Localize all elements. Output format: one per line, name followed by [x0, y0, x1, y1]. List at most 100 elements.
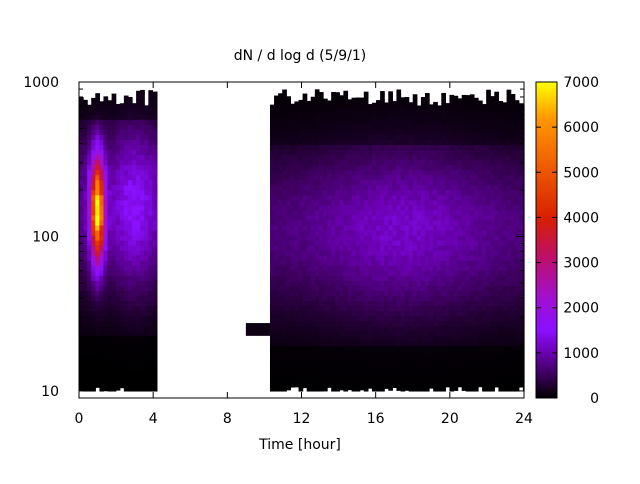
- heat-cell: [355, 315, 361, 322]
- heat-cell: [290, 365, 296, 372]
- heat-cell: [445, 310, 451, 317]
- heat-cell: [469, 330, 475, 337]
- heat-cell: [380, 94, 385, 100]
- heat-cell: [156, 204, 158, 211]
- heat-cell: [111, 280, 117, 286]
- heat-cell: [314, 315, 320, 322]
- heat-cell: [486, 320, 491, 327]
- heat-cell: [156, 275, 158, 281]
- heat-cell: [87, 265, 92, 271]
- heat-cell: [465, 159, 471, 166]
- heat-cell: [416, 280, 422, 286]
- heat-cell: [469, 144, 475, 151]
- heat-cell: [404, 310, 410, 317]
- heat-cell: [339, 134, 345, 140]
- heat-cell: [79, 275, 84, 281]
- heat-cell: [388, 290, 393, 296]
- heat-cell: [392, 219, 398, 226]
- heat-cell: [371, 335, 377, 342]
- heat-cell: [103, 360, 109, 367]
- heat-cell: [449, 265, 455, 271]
- heat-cell: [380, 340, 385, 347]
- heat-cell: [327, 295, 332, 301]
- heat-cell: [347, 305, 353, 312]
- heat-cell: [518, 345, 524, 352]
- heat-cell: [111, 154, 117, 161]
- heat-cell: [486, 360, 491, 367]
- heat-cell: [412, 265, 418, 271]
- heat-cell: [498, 169, 504, 176]
- heat-cell: [396, 300, 402, 306]
- heat-cell: [306, 214, 312, 221]
- heat-cell: [506, 139, 512, 146]
- heat-cell: [514, 335, 520, 342]
- heat-cell: [518, 189, 524, 196]
- heat-cell: [140, 234, 145, 241]
- heat-cell: [140, 139, 145, 146]
- heat-cell: [274, 169, 279, 176]
- heat-cell: [498, 119, 504, 125]
- heat-cell: [148, 129, 154, 135]
- heat-cell: [367, 305, 373, 312]
- heat-cell: [95, 345, 100, 352]
- heat-cell: [115, 250, 121, 256]
- heat-cell: [107, 104, 113, 110]
- heat-cell: [79, 224, 84, 231]
- heat-cell: [351, 385, 357, 392]
- heat-cell: [380, 149, 385, 156]
- heat-cell: [331, 335, 336, 342]
- heat-cell: [376, 174, 381, 181]
- heat-cell: [514, 375, 520, 382]
- heat-cell: [95, 159, 100, 166]
- heat-cell: [123, 174, 129, 181]
- heat-cell: [119, 164, 125, 171]
- heat-cell: [269, 300, 275, 306]
- heat-cell: [290, 305, 296, 312]
- heat-cell: [461, 375, 467, 382]
- heat-cell: [465, 134, 471, 140]
- heat-cell: [140, 250, 145, 256]
- heat-cell: [339, 350, 345, 357]
- heat-cell: [79, 250, 84, 256]
- heat-cell: [318, 209, 324, 216]
- heat-cell: [429, 159, 434, 166]
- heat-cell: [437, 255, 442, 261]
- heat-cell: [355, 365, 361, 372]
- heat-cell: [148, 204, 154, 211]
- heat-cell: [437, 345, 442, 352]
- heat-cell: [127, 179, 133, 186]
- heat-cell: [380, 104, 385, 110]
- heat-cell: [132, 385, 137, 392]
- heat-cell: [144, 199, 149, 206]
- heat-cell: [396, 99, 402, 105]
- heat-cell: [95, 149, 100, 156]
- heat-cell: [514, 360, 520, 367]
- heat-cell: [490, 355, 495, 362]
- heat-cell: [119, 355, 125, 362]
- heat-cell: [111, 370, 117, 377]
- heat-cell: [396, 350, 402, 357]
- heat-cell: [473, 194, 479, 201]
- heat-cell: [490, 114, 495, 120]
- heat-cell: [502, 104, 508, 110]
- heat-cell: [107, 240, 113, 246]
- heat-cell: [148, 214, 154, 221]
- heat-cell: [416, 174, 422, 181]
- heat-cell: [306, 315, 312, 322]
- heat-cell: [136, 124, 141, 130]
- heat-cell: [482, 104, 487, 110]
- heat-cell: [416, 325, 422, 332]
- heat-cell: [384, 245, 389, 251]
- heat-cell: [148, 229, 154, 236]
- heat-cell: [469, 275, 475, 281]
- heat-cell: [148, 169, 154, 176]
- heat-cell: [384, 295, 389, 301]
- heat-cell: [494, 214, 500, 221]
- heat-cell: [306, 240, 312, 246]
- heat-cell: [367, 260, 373, 266]
- heat-cell: [282, 350, 287, 357]
- heat-cell: [306, 224, 312, 231]
- heat-cell: [331, 315, 336, 322]
- heat-cell: [335, 174, 340, 181]
- heat-cell: [453, 245, 459, 251]
